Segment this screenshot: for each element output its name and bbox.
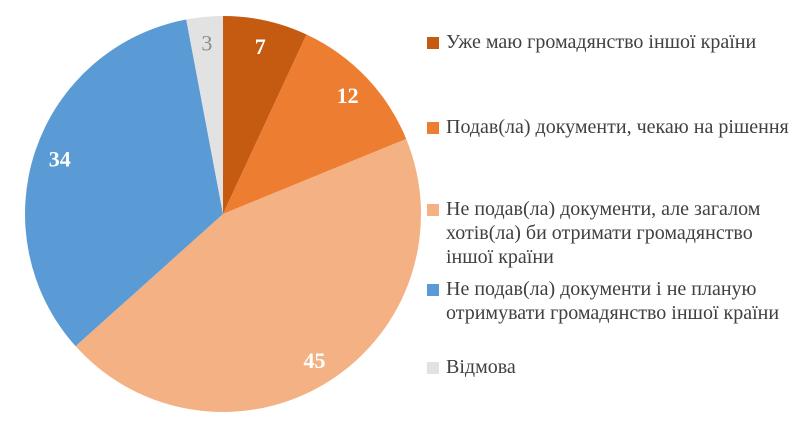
legend-item-3: Не подав(ла) документи і не планую отрим… [427, 277, 791, 325]
pie-value-label-4: 3 [201, 31, 212, 56]
pie-slice-1 [223, 34, 407, 215]
legend-item-4: Відмова [427, 355, 791, 379]
pie-value-label-3: 34 [49, 147, 71, 172]
pie-slice-4 [186, 16, 223, 214]
pie-chart: 7 12 45 34 3 [25, 16, 421, 412]
legend-swatch-icon-4 [427, 362, 439, 374]
legend-item-2: Не подав(ла) документи, але загалом хоті… [427, 197, 791, 269]
pie-slice-2 [75, 138, 421, 412]
pie-slice-0 [223, 16, 307, 214]
legend-swatch-icon-2 [427, 204, 439, 216]
legend-swatch-icon-1 [427, 122, 439, 134]
legend-label-0: Уже маю громадянство іншої країни [446, 31, 757, 53]
legend: Уже маю громадянство іншої країни Подав(л… [427, 0, 800, 429]
legend-label-1: Подав(ла) документи, чекаю на рішення [446, 116, 789, 138]
legend-swatch-icon-3 [427, 284, 439, 296]
legend-swatch-icon-0 [427, 37, 439, 49]
legend-label-2: Не подав(ла) документи, але загалом хоті… [446, 198, 761, 268]
pie-value-label-2: 45 [304, 348, 326, 373]
legend-label-4: Відмова [446, 356, 516, 378]
legend-item-1: Подав(ла) документи, чекаю на рішення [427, 115, 791, 139]
pie-slice-3 [25, 19, 224, 347]
legend-label-3: Не подав(ла) документи і не планую отрим… [446, 278, 780, 324]
legend-item-0: Уже маю громадянство іншої країни [427, 30, 791, 54]
pie-value-label-1: 12 [337, 83, 359, 108]
pie-value-label-0: 7 [255, 34, 266, 59]
